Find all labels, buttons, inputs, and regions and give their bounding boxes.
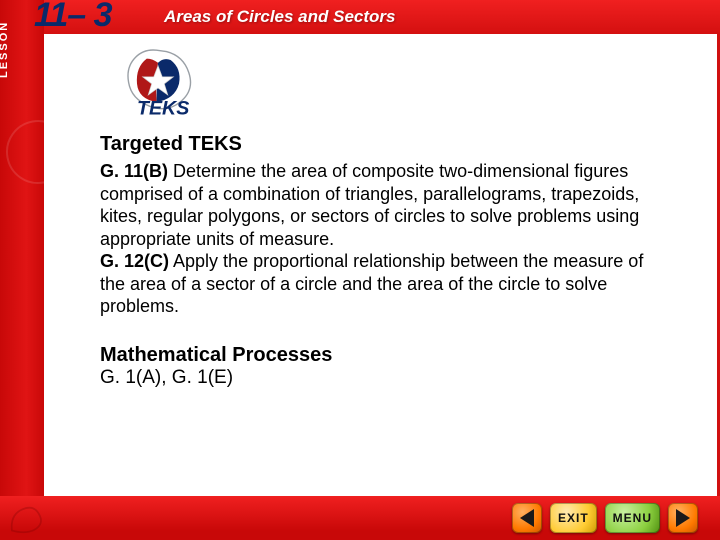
decorative-swirl-icon bbox=[8, 504, 44, 534]
teks-body-text: G. 11(B) Determine the area of composite… bbox=[100, 160, 670, 318]
teks-code-2: G. 12(C) bbox=[100, 251, 169, 271]
teks-text-1: Determine the area of composite two-dime… bbox=[100, 161, 639, 249]
header-title: Areas of Circles and Sectors bbox=[164, 7, 395, 27]
header-bar: Areas of Circles and Sectors bbox=[44, 0, 720, 34]
next-button[interactable] bbox=[668, 503, 698, 533]
teks-logo: TEKS bbox=[116, 46, 200, 116]
lesson-number: 11– 3 bbox=[34, 0, 112, 35]
footer-bar: EXIT MENU bbox=[0, 496, 720, 540]
teks-text-2: Apply the proportional relationship betw… bbox=[100, 251, 643, 316]
teks-code-1: G. 11(B) bbox=[100, 161, 168, 181]
chevron-right-icon bbox=[676, 509, 690, 527]
menu-button[interactable]: MENU bbox=[605, 503, 660, 533]
math-processes-heading: Mathematical Processes bbox=[100, 344, 700, 367]
targeted-teks-heading: Targeted TEKS bbox=[100, 133, 700, 156]
chevron-left-icon bbox=[520, 509, 534, 527]
math-processes-body: G. 1(A), G. 1(E) bbox=[100, 367, 700, 389]
left-red-bar bbox=[0, 0, 44, 540]
exit-button[interactable]: EXIT bbox=[550, 503, 597, 533]
back-button[interactable] bbox=[512, 503, 542, 533]
content-area: TEKS Targeted TEKS G. 11(B) Determine th… bbox=[60, 46, 700, 484]
svg-text:TEKS: TEKS bbox=[137, 98, 189, 116]
lesson-vertical-label: LESSON bbox=[0, 21, 10, 78]
